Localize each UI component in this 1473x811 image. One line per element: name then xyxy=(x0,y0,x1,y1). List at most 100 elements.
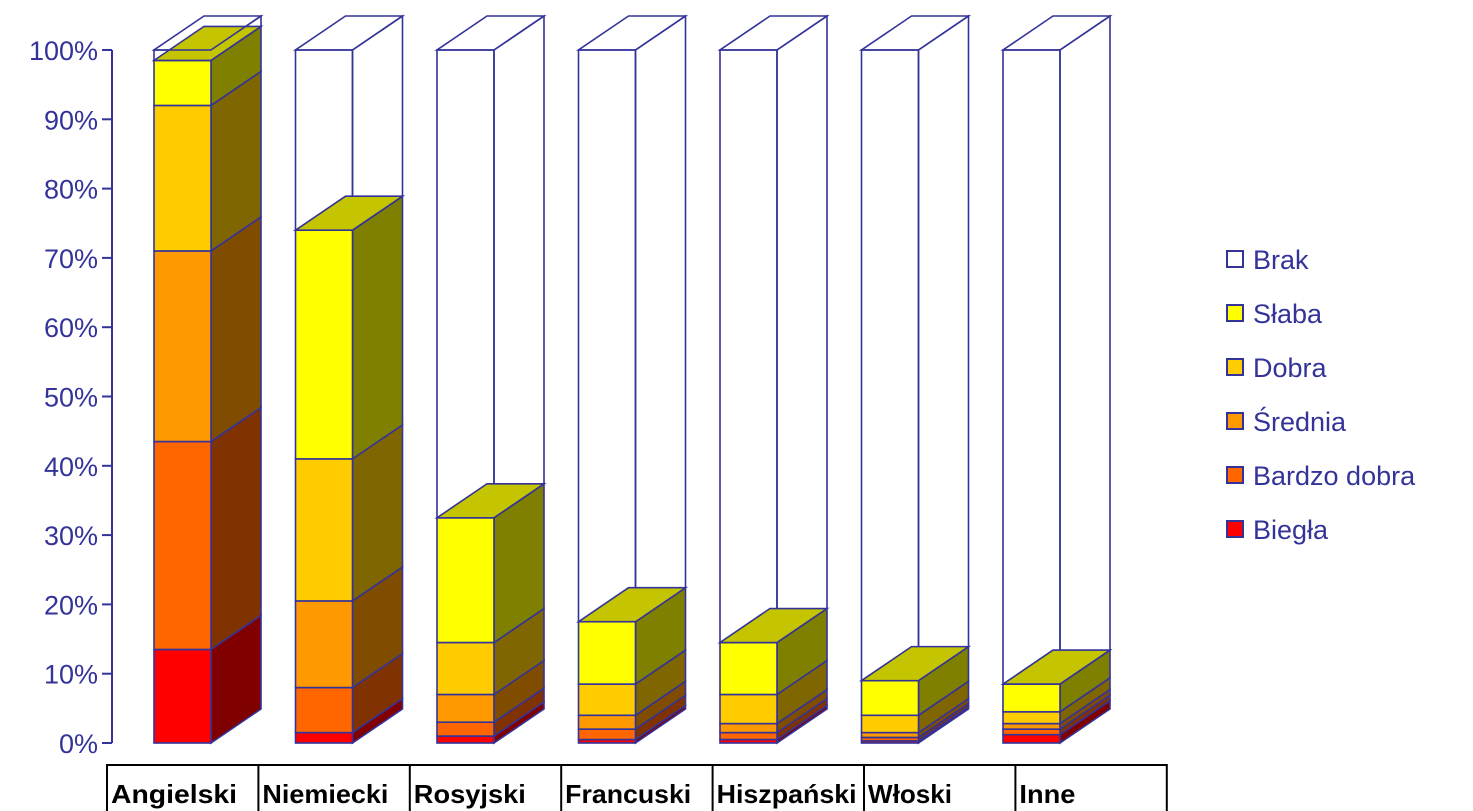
bars xyxy=(151,14,1113,745)
category-table-frame xyxy=(106,764,1168,811)
segment-niemiecki-srednia-front xyxy=(294,600,354,689)
segment-inne-dobra-front xyxy=(1002,711,1061,725)
segment-hiszpanski-brak xyxy=(719,14,828,645)
segment-rosyjski-brak-side xyxy=(493,14,545,520)
bar-niemiecki xyxy=(292,14,406,745)
segment-angielski-slaba-front xyxy=(153,59,212,107)
segment-angielski-bardzo-dobra xyxy=(153,406,262,651)
segment-hiszpanski-srednia-front xyxy=(719,722,778,734)
category-table: Angielski Niemiecki Rosyjski Francuski Hiszp… xyxy=(106,764,1168,811)
legend-item-brak: Brak xyxy=(1226,245,1309,275)
segment-angielski-dobra xyxy=(153,69,262,253)
segment-niemiecki-slaba-front xyxy=(294,229,354,460)
segment-wloski-brak-front xyxy=(860,49,920,682)
segment-niemiecki-bardzo-dobra-front xyxy=(294,686,354,734)
top-face-hiszpanski xyxy=(717,607,830,644)
y-tick-label: 80% xyxy=(44,175,98,205)
legend-swatch xyxy=(1226,520,1244,538)
y-tick-label: 90% xyxy=(44,105,98,135)
segment-niemiecki-slaba-side xyxy=(351,194,404,461)
segment-angielski-biegla-front xyxy=(153,648,212,744)
legend-label: Brak xyxy=(1253,245,1309,275)
bar-francuski xyxy=(575,14,689,745)
segment-rosyjski-biegla-front xyxy=(436,735,495,744)
legend-label: Bardzo dobra xyxy=(1253,461,1416,491)
segment-wloski-brak xyxy=(860,14,970,683)
legend-item-srednia: Średnia xyxy=(1226,405,1347,437)
category-label-francuski: Francuski xyxy=(565,779,691,809)
segment-hiszpanski-slaba-front xyxy=(719,641,778,696)
segment-inne-srednia-front xyxy=(1002,722,1061,730)
bar-hiszpanski xyxy=(717,14,830,745)
top-face-niemiecki xyxy=(292,195,406,231)
segment-inne-brak-side xyxy=(1059,14,1111,686)
y-tick-label: 60% xyxy=(44,313,98,343)
segment-niemiecki-slaba xyxy=(294,194,404,461)
category-label-niemiecki: Niemiecki xyxy=(262,779,388,809)
segment-niemiecki-dobra-front xyxy=(294,458,354,602)
legend-label: Średnia xyxy=(1253,405,1347,437)
segment-angielski-bardzo-dobra-side xyxy=(210,406,262,651)
legend-swatch xyxy=(1226,358,1244,376)
segment-inne-slaba-front xyxy=(1002,683,1061,713)
segment-francuski-bardzo-dobra-front xyxy=(577,728,637,741)
segment-wloski-brak-side xyxy=(917,14,970,683)
top-outline-inne xyxy=(1000,15,1113,51)
segment-niemiecki-dobra xyxy=(294,423,404,603)
category-label-inne: Inne xyxy=(1019,779,1075,809)
category-label-angielski: Angielski xyxy=(111,779,237,809)
segment-wloski-slaba-front xyxy=(860,679,920,717)
category-label-rosyjski: Rosyjski xyxy=(414,779,526,809)
legend-item-dobra: Dobra xyxy=(1226,353,1328,383)
segment-francuski-brak xyxy=(577,14,687,624)
segment-francuski-slaba-front xyxy=(577,620,637,685)
y-tick-label: 10% xyxy=(44,660,98,690)
legend-item-biegla: Biegła xyxy=(1226,515,1329,545)
y-tick-label: 30% xyxy=(44,521,98,551)
y-tick-label: 100% xyxy=(29,36,98,66)
legend-label: Biegła xyxy=(1253,515,1329,545)
legend: Brak Słaba Dobra Średnia Bardzo dobra Biegła xyxy=(1226,245,1416,545)
top-outline-niemiecki xyxy=(292,15,406,51)
segment-rosyjski-bardzo-dobra-front xyxy=(436,721,495,737)
bar-inne xyxy=(1000,14,1113,745)
segment-inne-bardzo-dobra-front xyxy=(1002,728,1061,736)
segment-inne-brak-front xyxy=(1002,49,1061,685)
segment-wloski-dobra-front xyxy=(860,714,920,734)
segment-angielski-biegla xyxy=(153,613,262,745)
segment-francuski-brak-side xyxy=(634,14,687,624)
top-face-inne xyxy=(1000,649,1113,685)
segment-hiszpanski-dobra-front xyxy=(719,693,778,725)
top-outline-wloski xyxy=(858,15,972,51)
legend-label: Słaba xyxy=(1253,299,1323,329)
segment-rosyjski-brak-front xyxy=(436,49,495,519)
segment-francuski-brak-front xyxy=(577,49,637,623)
segment-niemiecki-srednia xyxy=(294,565,404,690)
segment-angielski-srednia-front xyxy=(153,250,212,443)
segment-angielski-dobra-front xyxy=(153,104,212,252)
legend-swatch xyxy=(1226,412,1244,430)
category-label-hiszpanski: Hiszpański xyxy=(717,779,857,809)
top-outline-angielski xyxy=(151,15,264,51)
segment-angielski-srednia xyxy=(153,215,262,444)
top-face-rosyjski xyxy=(434,482,547,519)
legend-swatch xyxy=(1226,250,1244,268)
segment-inne-brak xyxy=(1002,14,1111,686)
top-outline-francuski xyxy=(575,15,689,51)
legend-swatch xyxy=(1226,304,1244,322)
top-outline-hiszpanski xyxy=(717,15,830,51)
bar-angielski xyxy=(151,14,264,745)
segment-hiszpanski-brak-side xyxy=(776,14,828,645)
segment-rosyjski-slaba xyxy=(436,482,545,645)
y-tick-label: 0% xyxy=(59,729,98,759)
segment-hiszpanski-bardzo-dobra-front xyxy=(719,731,778,741)
segment-rosyjski-dobra-front xyxy=(436,641,495,696)
segment-rosyjski-slaba-front xyxy=(436,516,495,644)
legend-item-slaba: Słaba xyxy=(1226,299,1323,329)
segment-inne-biegla-front xyxy=(1002,733,1061,744)
top-outline-rosyjski xyxy=(434,15,547,51)
segment-francuski-srednia-front xyxy=(577,714,637,730)
y-tick-label: 20% xyxy=(44,590,98,620)
segment-hiszpanski-brak-front xyxy=(719,49,778,644)
top-face-francuski xyxy=(575,586,689,623)
